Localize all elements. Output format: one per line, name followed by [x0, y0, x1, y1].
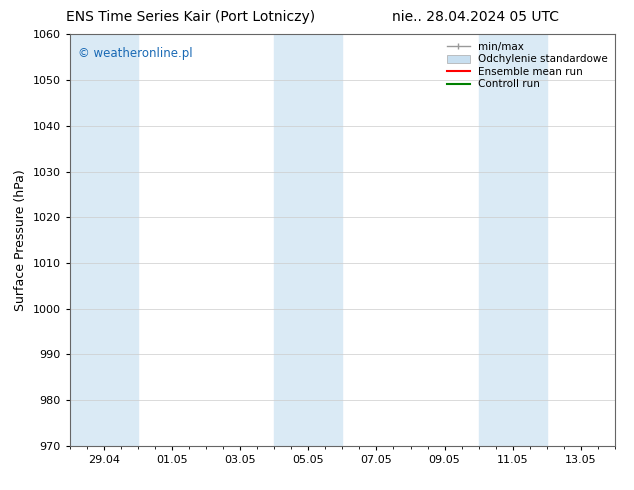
Bar	[479, 34, 547, 446]
Y-axis label: Surface Pressure (hPa): Surface Pressure (hPa)	[14, 169, 27, 311]
Text: nie.. 28.04.2024 05 UTC: nie.. 28.04.2024 05 UTC	[392, 10, 559, 24]
Text: © weatheronline.pl: © weatheronline.pl	[78, 47, 193, 60]
Legend: min/max, Odchylenie standardowe, Ensemble mean run, Controll run: min/max, Odchylenie standardowe, Ensembl…	[444, 39, 611, 93]
Bar	[70, 34, 138, 446]
Bar	[274, 34, 342, 446]
Text: ENS Time Series Kair (Port Lotniczy): ENS Time Series Kair (Port Lotniczy)	[66, 10, 314, 24]
